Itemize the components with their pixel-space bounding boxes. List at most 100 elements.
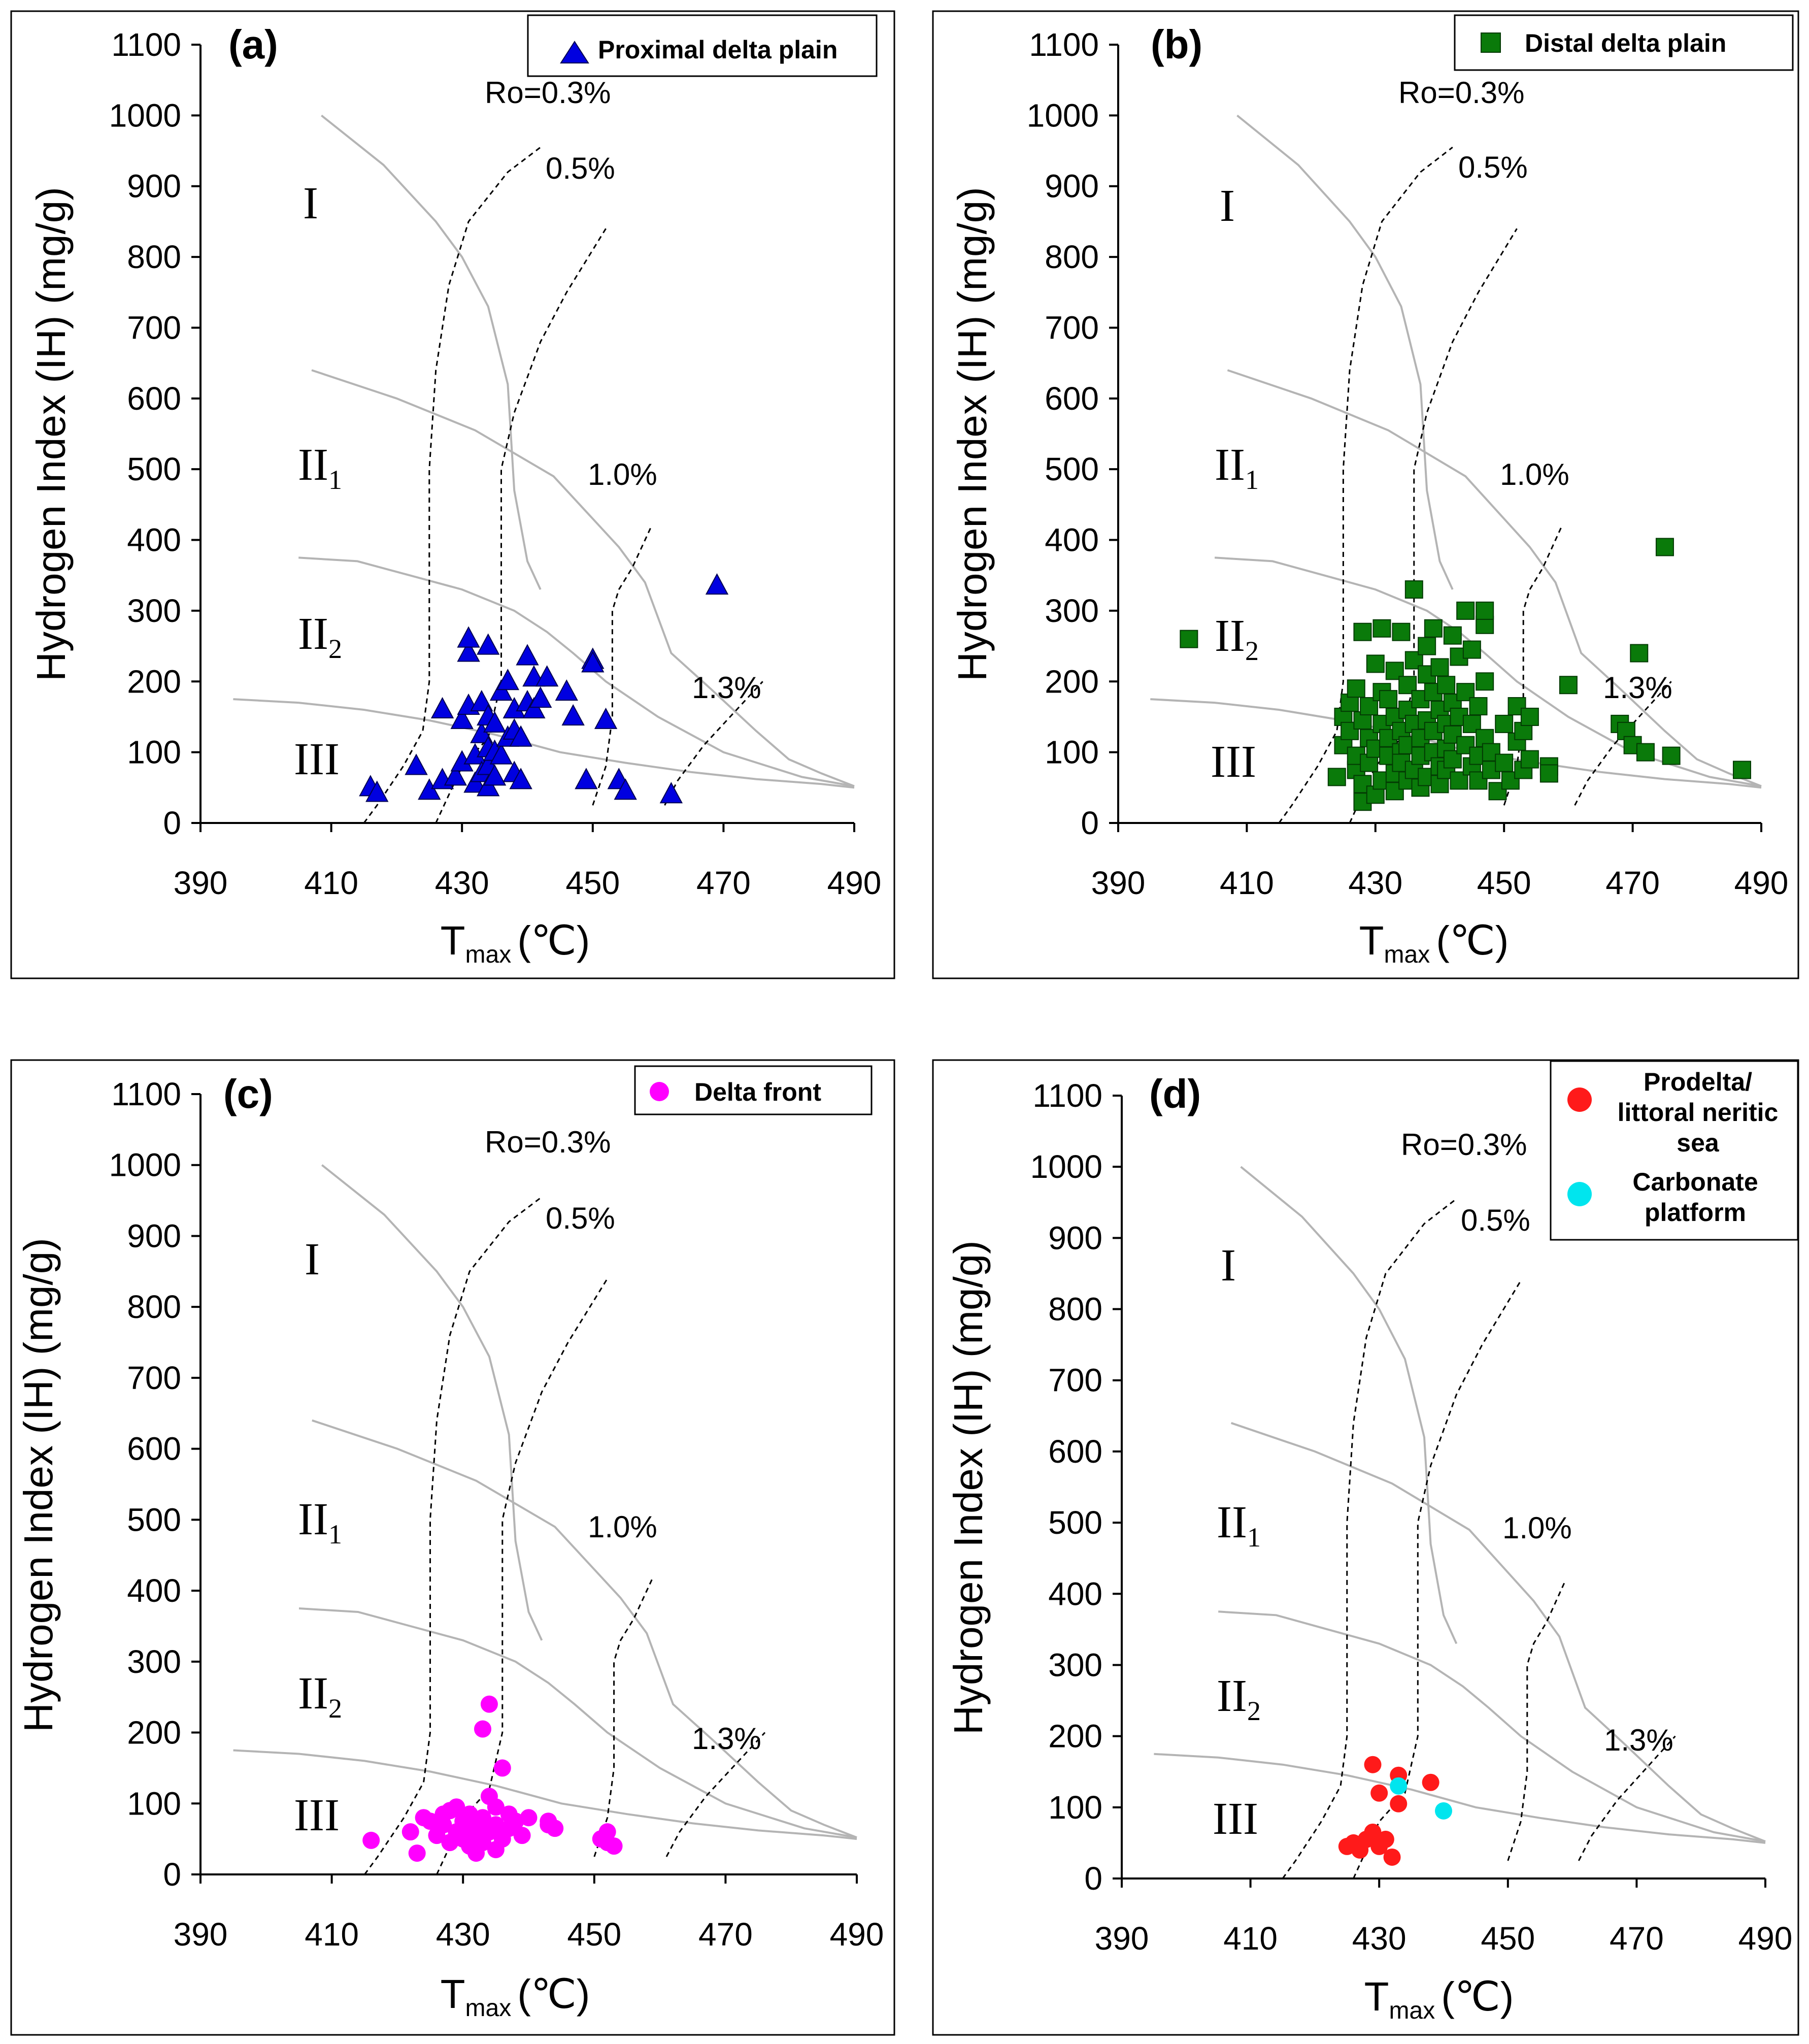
ro-label-1.0: 1.0% — [1502, 1511, 1572, 1545]
data-point — [1180, 630, 1198, 648]
x-tick-label: 450 — [565, 865, 620, 901]
data-point — [477, 775, 500, 797]
y-tick-label: 200 — [1045, 663, 1099, 700]
ro-label-0.3: Ro=0.3% — [485, 1125, 611, 1159]
kerogen-boundary-line — [233, 698, 855, 789]
data-point — [1462, 640, 1481, 659]
legend-label: Distal delta plain — [1525, 29, 1726, 57]
data-point — [1353, 622, 1372, 641]
data-point — [421, 1812, 439, 1830]
legend-marker-square — [1481, 32, 1501, 53]
kerogen-boundary-line — [298, 1607, 857, 1839]
ro-label-1.3: 1.3% — [1603, 671, 1672, 705]
data-point — [457, 640, 480, 662]
y-tick-label: 0 — [1081, 805, 1099, 841]
ro-isoline — [1282, 1198, 1457, 1879]
data-point — [448, 1798, 465, 1816]
kerogen-type-I: I — [305, 1234, 320, 1284]
legend-label: Delta front — [694, 1078, 821, 1106]
kerogen-boundary-line — [1240, 1166, 1458, 1644]
kerogen-type-II2: II2 — [1215, 611, 1259, 666]
kerogen-boundary-line — [298, 556, 855, 787]
y-tick-label: 300 — [1048, 1646, 1102, 1683]
y-tick-label: 700 — [1048, 1362, 1102, 1399]
kerogen-type-I: I — [1220, 181, 1235, 231]
legend-label-prodelta: Prodelta/littoral neritic sea — [1618, 1068, 1779, 1157]
data-point — [513, 1827, 531, 1844]
y-axis-title: Hydrogen Index (IH) (mg/g) — [16, 1238, 61, 1732]
data-point — [1520, 750, 1539, 769]
y-tick-label: 300 — [1045, 592, 1099, 629]
y-tick-label: 800 — [127, 1289, 181, 1325]
data-point — [1370, 1784, 1388, 1802]
data-point — [1655, 538, 1674, 556]
data-point — [1327, 768, 1346, 786]
data-point — [555, 679, 578, 701]
data-point — [1495, 714, 1514, 733]
ro-isoline — [593, 1576, 654, 1857]
y-tick-label: 200 — [127, 1715, 181, 1751]
y-tick-label: 300 — [127, 1643, 181, 1680]
ro-label-1.3: 1.3% — [692, 671, 761, 705]
legend — [527, 14, 878, 77]
x-tick-label: 430 — [435, 865, 489, 901]
data-point — [1392, 622, 1411, 641]
ro-isoline — [665, 1732, 766, 1857]
data-point — [444, 764, 467, 786]
x-tick-label: 430 — [1348, 865, 1402, 901]
kerogen-type-II2: II2 — [1217, 1671, 1261, 1726]
ro-isoline — [1507, 1579, 1567, 1861]
ro-label-1.3: 1.3% — [692, 1722, 761, 1756]
y-tick-label: 0 — [163, 1856, 181, 1893]
data-point — [581, 651, 605, 673]
data-point — [529, 686, 552, 708]
panel-label: (b) — [1151, 22, 1202, 67]
data-point — [1347, 679, 1365, 698]
y-tick-label: 1100 — [1029, 26, 1099, 63]
data-point — [1662, 746, 1681, 765]
data-point — [489, 743, 513, 765]
x-axis-title: Tmax (℃) — [441, 918, 590, 968]
ro-label-0.5: 0.5% — [1461, 1203, 1530, 1237]
data-point — [605, 1837, 623, 1855]
x-tick-label: 390 — [1091, 865, 1146, 901]
data-point — [561, 704, 585, 726]
kerogen-boundary-line — [233, 1749, 857, 1840]
kerogen-boundary-line — [1230, 1422, 1766, 1842]
legend-label-carbonate: Carbonate platform — [1632, 1168, 1758, 1227]
kerogen-type-III: III — [1213, 1794, 1258, 1844]
y-tick-label: 200 — [127, 663, 181, 700]
data-point — [1404, 580, 1423, 599]
data-point — [1390, 1777, 1408, 1795]
y-tick-label: 500 — [1045, 451, 1099, 487]
y-tick-label: 1100 — [111, 26, 181, 63]
y-tick-label: 700 — [127, 1360, 181, 1396]
panel-c-frame — [10, 1059, 895, 2036]
y-tick-label: 500 — [1048, 1504, 1102, 1541]
kerogen-boundary-line — [311, 369, 855, 787]
panel-b-frame — [932, 10, 1799, 979]
y-axis-title: Hydrogen Index (IH) (mg/g) — [946, 1240, 991, 1735]
y-tick-label: 0 — [1084, 1860, 1102, 1897]
panel-c: 0 100 200 300 400 500 600 700 800 900 1000 1100 390 4… — [10, 1059, 895, 2036]
panel-label: (c) — [223, 1071, 273, 1116]
y-tick-label: 700 — [1045, 309, 1099, 346]
legend-marker-circle-red — [1567, 1087, 1592, 1112]
data-point — [496, 669, 520, 690]
y-tick-label: 1000 — [1030, 1148, 1102, 1185]
data-point — [405, 753, 428, 775]
kerogen-type-III: III — [294, 1790, 340, 1840]
data-point — [1422, 1773, 1439, 1791]
x-tick-label: 430 — [436, 1916, 490, 1953]
y-tick-label: 400 — [1048, 1575, 1102, 1612]
kerogen-boundary-line — [1236, 114, 1454, 590]
ro-isoline — [364, 1196, 543, 1875]
y-tick-label: 500 — [127, 451, 181, 487]
data-point — [1476, 601, 1494, 620]
y-tick-label: 1000 — [1027, 97, 1099, 134]
ro-label-1.3: 1.3% — [1604, 1723, 1673, 1757]
kerogen-boundary-line — [321, 1164, 543, 1641]
y-tick-label: 100 — [127, 734, 181, 771]
ro-label-1.0: 1.0% — [588, 457, 657, 491]
